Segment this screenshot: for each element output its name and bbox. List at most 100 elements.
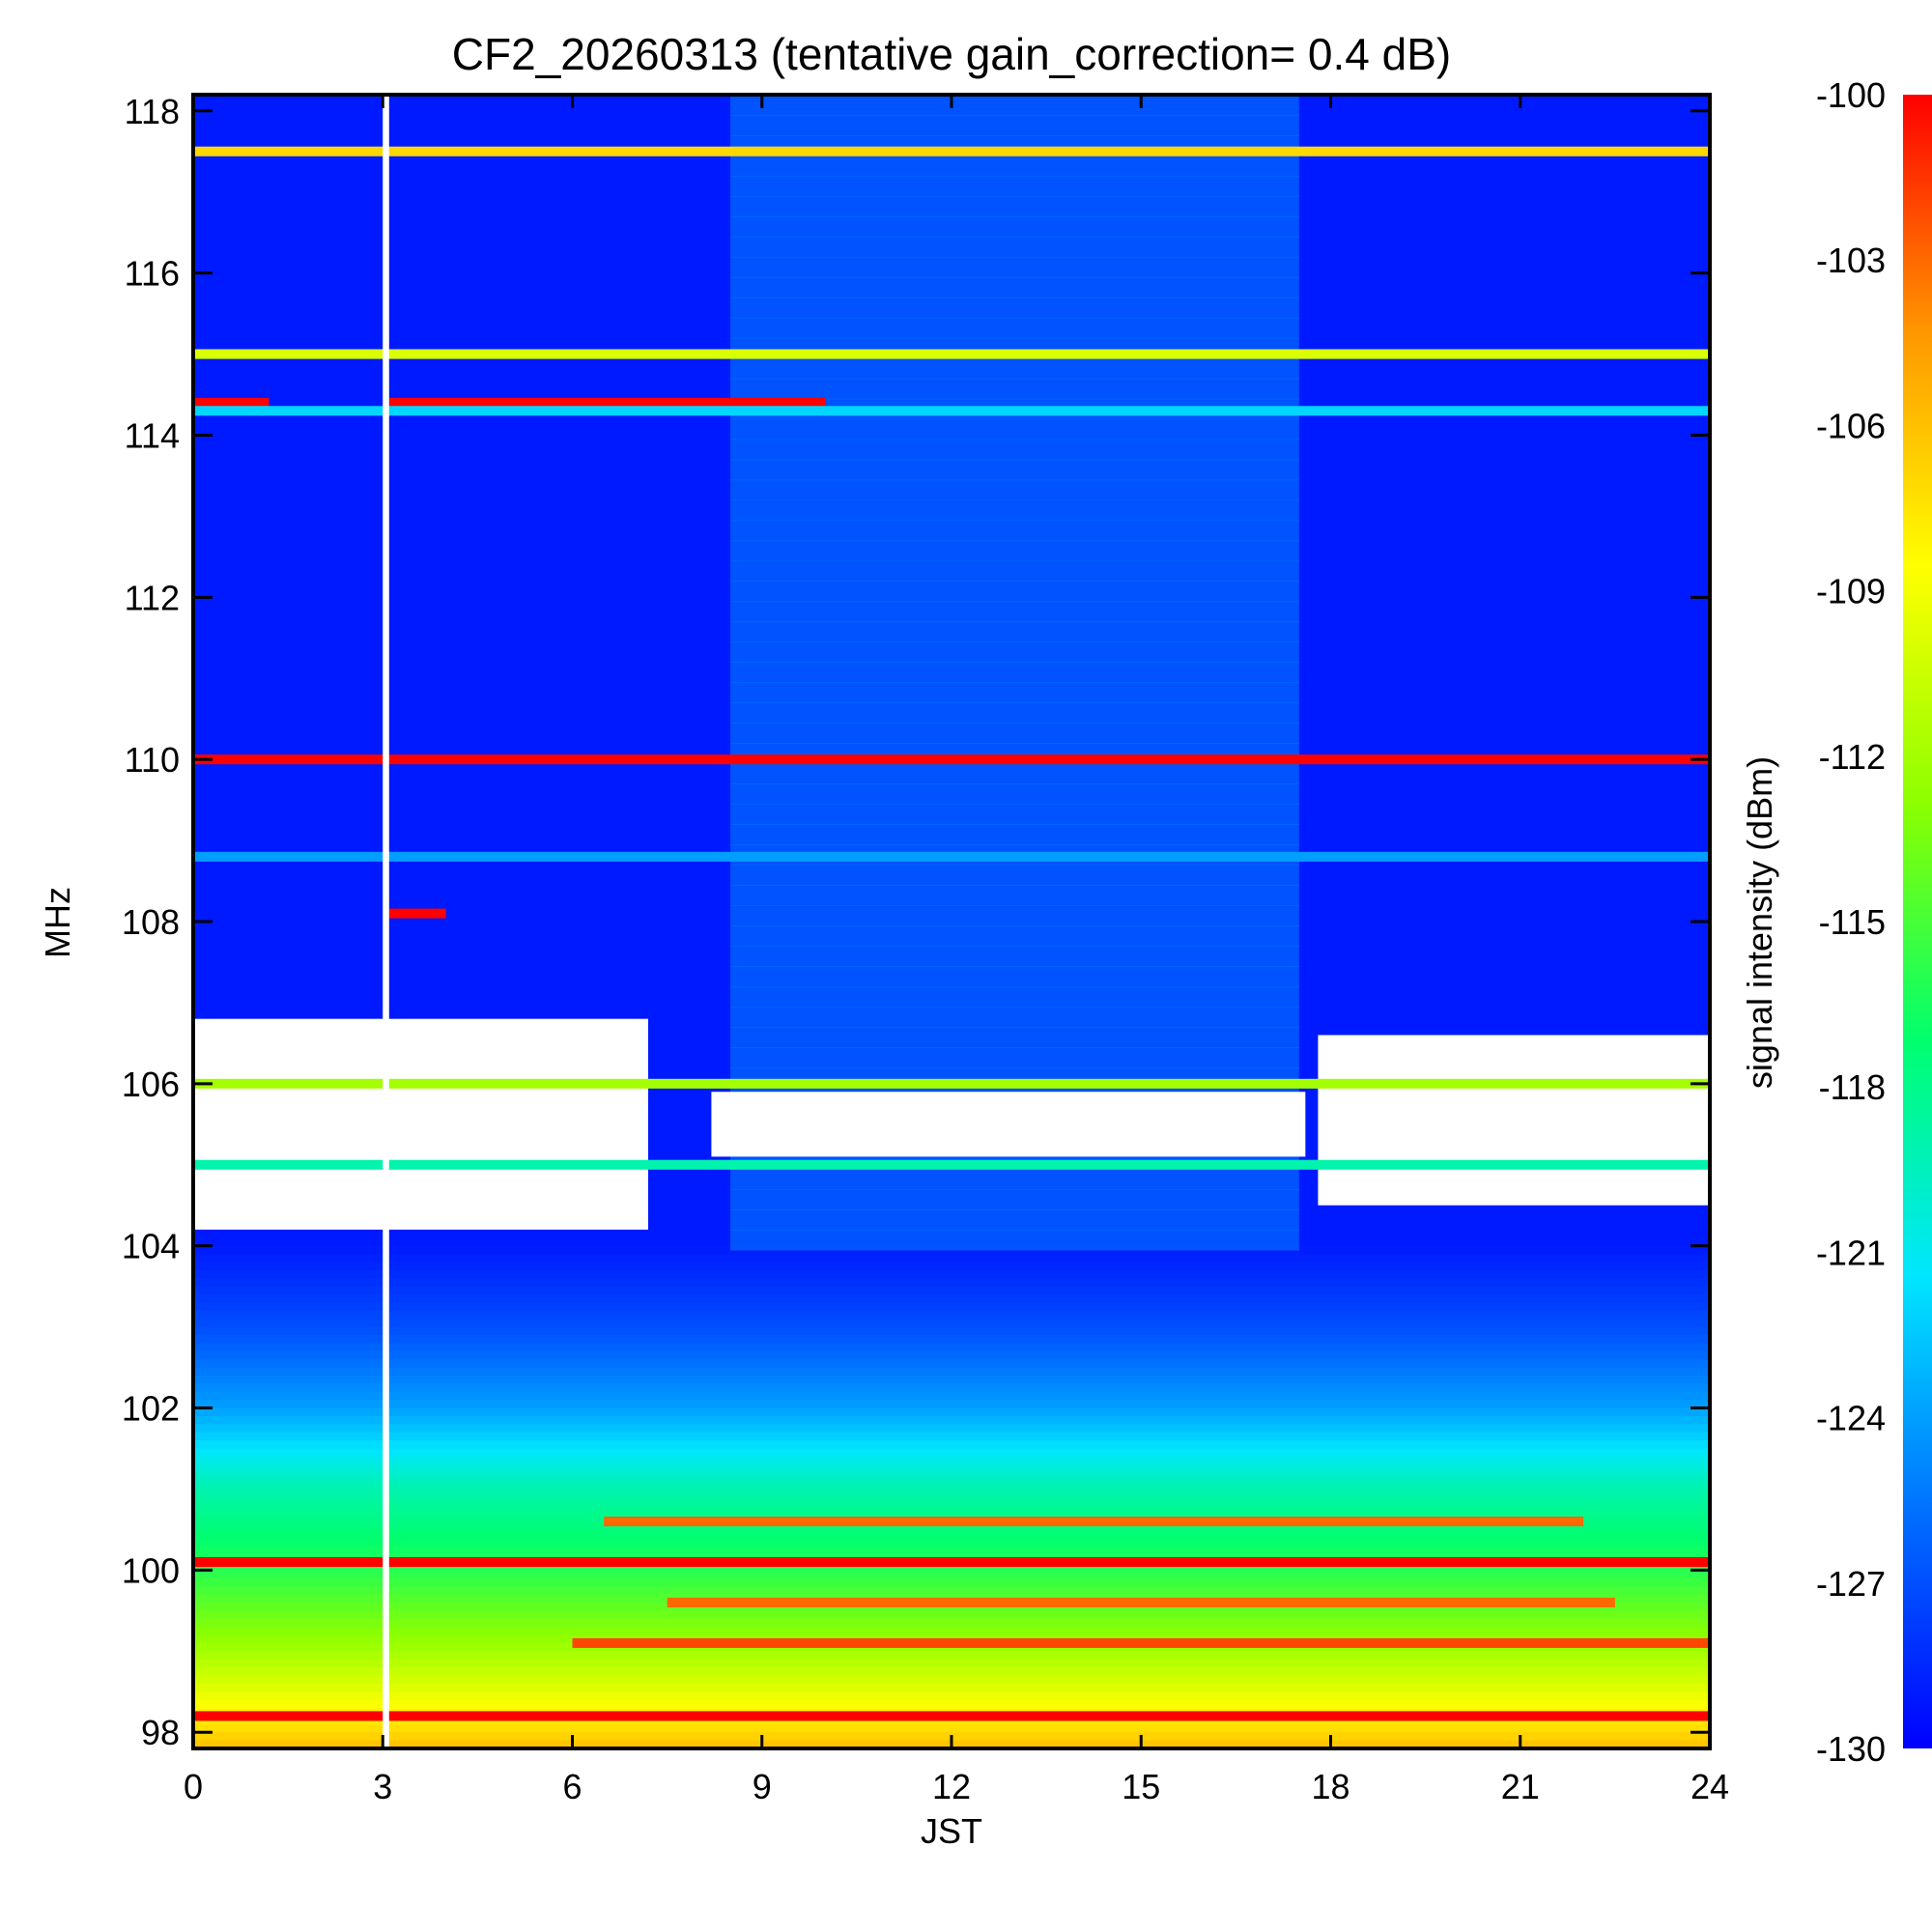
- signal-band: [667, 1597, 1615, 1607]
- daytime-enhancement: [730, 95, 1299, 116]
- y-tick-label: 114: [125, 415, 180, 455]
- heatmap-row: [193, 1350, 1710, 1360]
- heatmap-row: [193, 1302, 1710, 1312]
- heatmap-row: [193, 1570, 1710, 1579]
- daytime-enhancement: [730, 1229, 1299, 1251]
- daytime-enhancement: [730, 865, 1299, 886]
- heatmap-row: [193, 1683, 1710, 1692]
- heatmap-row: [193, 1529, 1710, 1539]
- colorbar: [1903, 95, 1932, 1748]
- daytime-enhancement: [730, 317, 1299, 339]
- heatmap-row: [193, 1278, 1710, 1288]
- daytime-enhancement: [730, 804, 1299, 825]
- y-tick-label: 108: [122, 902, 180, 942]
- y-axis-label: MHz: [38, 887, 77, 958]
- daytime-enhancement: [730, 520, 1299, 542]
- signal-band: [193, 397, 270, 408]
- heatmap-row: [193, 1343, 1710, 1352]
- daytime-enhancement: [730, 662, 1299, 684]
- blank-region: [193, 1018, 648, 1230]
- heatmap-row: [193, 1375, 1710, 1384]
- heatmap-row: [193, 1391, 1710, 1401]
- signal-band: [604, 1516, 1584, 1527]
- daytime-enhancement: [730, 479, 1299, 501]
- heatmap-row: [193, 1367, 1710, 1377]
- daytime-enhancement: [730, 276, 1299, 298]
- colorbar-tick-label: -118: [1819, 1067, 1886, 1107]
- daytime-enhancement: [730, 986, 1299, 1008]
- data-gap: [383, 95, 389, 1748]
- heatmap-row: [193, 1472, 1710, 1482]
- y-axis: 98 100 102 104 106 108 110 112 114 116 118: [122, 92, 1710, 1752]
- heatmap-row: [193, 1464, 1710, 1474]
- daytime-enhancement: [730, 499, 1299, 522]
- daytime-enhancement: [730, 114, 1299, 136]
- heatmap-row: [193, 1269, 1710, 1279]
- heatmap-row: [193, 1667, 1710, 1677]
- heatmap-row: [193, 1659, 1710, 1668]
- heatmap-row: [193, 1432, 1710, 1441]
- colorbar-tick-label: -127: [1816, 1564, 1886, 1604]
- x-tick-label: 21: [1501, 1767, 1540, 1806]
- daytime-enhancement: [730, 459, 1299, 481]
- daytime-enhancement: [730, 581, 1299, 603]
- daytime-enhancement: [730, 723, 1299, 744]
- heatmap-row: [193, 1481, 1710, 1491]
- chart-title: CF2_20260313 (tentative gain_correction=…: [452, 29, 1451, 79]
- daytime-enhancement: [730, 1027, 1299, 1048]
- y-tick-label: 98: [141, 1713, 180, 1752]
- daytime-enhancement: [730, 1007, 1299, 1028]
- heatmap-row: [193, 1723, 1710, 1733]
- x-axis: 0 3 6 9 12 15 18 21 24: [184, 95, 1729, 1806]
- signal-band: [193, 1159, 1710, 1170]
- heatmap-row: [193, 1359, 1710, 1369]
- colorbar-ticks: -100 -103 -106 -109 -112 -115 -118 -121 -124 -127…: [1816, 75, 1886, 1769]
- y-tick-label: 102: [122, 1389, 180, 1429]
- daytime-enhancement: [730, 297, 1299, 319]
- heatmap-row: [193, 1286, 1710, 1295]
- signal-band: [388, 397, 826, 408]
- colorbar-tick-label: -115: [1819, 902, 1886, 942]
- heatmap-row: [193, 1699, 1710, 1709]
- daytime-enhancement: [730, 601, 1299, 623]
- x-tick-label: 0: [184, 1767, 203, 1806]
- daytime-enhancement: [730, 682, 1299, 704]
- heatmap-row: [193, 1610, 1710, 1620]
- daytime-enhancement: [730, 1188, 1299, 1210]
- heatmap-row: [193, 1537, 1710, 1547]
- colorbar-tick-label: -106: [1816, 406, 1886, 445]
- y-tick-label: 116: [125, 254, 180, 294]
- x-tick-label: 9: [753, 1767, 772, 1806]
- daytime-enhancement: [730, 357, 1299, 380]
- daytime-enhancement: [730, 378, 1299, 400]
- colorbar-tick-label: -130: [1816, 1729, 1886, 1769]
- daytime-enhancement: [730, 418, 1299, 440]
- daytime-enhancement: [730, 702, 1299, 724]
- blank-region: [1318, 1035, 1710, 1206]
- heatmap-row: [193, 1505, 1710, 1515]
- daytime-enhancement: [730, 215, 1299, 238]
- daytime-enhancement: [730, 966, 1299, 987]
- heatmap-row: [193, 1407, 1710, 1417]
- daytime-enhancement: [730, 824, 1299, 845]
- heatmap-row: [193, 1577, 1710, 1587]
- signal-band: [388, 908, 446, 919]
- heatmap-row: [193, 1424, 1710, 1434]
- daytime-enhancement: [730, 783, 1299, 805]
- heatmap-row: [193, 1310, 1710, 1320]
- heatmap-row: [193, 1262, 1710, 1271]
- daytime-enhancement: [730, 763, 1299, 784]
- daytime-enhancement: [730, 1168, 1299, 1190]
- signal-band: [193, 1556, 1710, 1568]
- y-tick-label: 112: [125, 578, 180, 617]
- heatmap-row: [193, 1627, 1710, 1636]
- daytime-enhancement: [730, 946, 1299, 967]
- x-axis-label: JST: [921, 1811, 982, 1851]
- heatmap-row: [193, 1691, 1710, 1701]
- signal-band: [193, 146, 1710, 156]
- heatmap-row: [193, 1675, 1710, 1685]
- blank-region: [711, 1092, 1306, 1157]
- y-tick-label: 100: [122, 1550, 180, 1590]
- signal-band: [193, 1078, 1710, 1089]
